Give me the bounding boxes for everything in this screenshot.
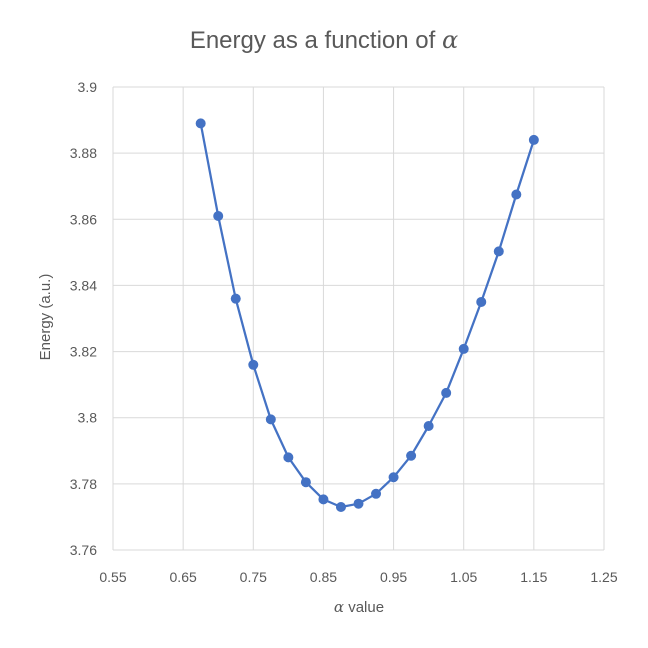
y-tick-label: 3.88 <box>70 145 97 161</box>
data-point <box>230 293 241 304</box>
data-point <box>353 498 364 509</box>
data-point <box>511 189 522 200</box>
y-axis-title: Energy (a.u.) <box>37 274 54 361</box>
y-tick-labels: 3.76 3.78 3.8 3.82 3.84 3.86 3.88 3.9 <box>70 79 97 558</box>
x-tick-label: 0.65 <box>170 569 197 585</box>
y-tick-label: 3.78 <box>70 476 97 492</box>
data-point <box>458 343 469 354</box>
data-point <box>283 452 294 463</box>
data-point <box>476 296 487 307</box>
x-tick-label: 0.95 <box>380 569 407 585</box>
x-tick-label: 1.25 <box>590 569 617 585</box>
chart-title-alpha-symbol: α <box>441 26 459 54</box>
x-tick-label: 0.75 <box>240 569 267 585</box>
x-tick-label: 1.15 <box>520 569 547 585</box>
x-axis-title: α value <box>334 598 384 616</box>
data-point <box>213 210 224 221</box>
y-tick-label: 3.86 <box>70 211 97 227</box>
data-point <box>528 134 539 145</box>
y-tick-label: 3.76 <box>70 542 97 558</box>
data-point <box>300 477 311 488</box>
data-point <box>248 359 259 370</box>
data-point <box>441 387 452 398</box>
y-tick-label: 3.8 <box>78 410 98 426</box>
data-point <box>318 494 329 505</box>
chart-title-text: Energy as a function of <box>189 27 442 54</box>
x-tick-labels: 0.55 0.65 0.75 0.85 0.95 1.05 1.15 1.25 <box>99 569 617 585</box>
data-point <box>388 472 399 483</box>
x-tick-label: 1.05 <box>450 569 477 585</box>
series-layer <box>195 118 539 513</box>
data-point <box>265 414 276 425</box>
data-point <box>423 420 434 431</box>
y-tick-label: 3.84 <box>70 277 97 293</box>
data-point <box>406 450 417 461</box>
y-tick-label: 3.82 <box>70 344 97 360</box>
data-point <box>371 488 382 499</box>
y-tick-label: 3.9 <box>78 79 98 95</box>
series-line <box>199 123 535 509</box>
data-point <box>195 118 206 129</box>
x-tick-label: 0.55 <box>99 569 126 585</box>
data-point <box>493 246 504 257</box>
x-axis-title-text: value <box>344 599 384 616</box>
x-tick-label: 0.85 <box>310 569 337 585</box>
gridlines <box>112 86 605 551</box>
data-point <box>335 502 346 513</box>
x-axis-title-alpha-symbol: α <box>334 598 344 616</box>
chart-title: Energy as a function of α <box>0 26 648 55</box>
